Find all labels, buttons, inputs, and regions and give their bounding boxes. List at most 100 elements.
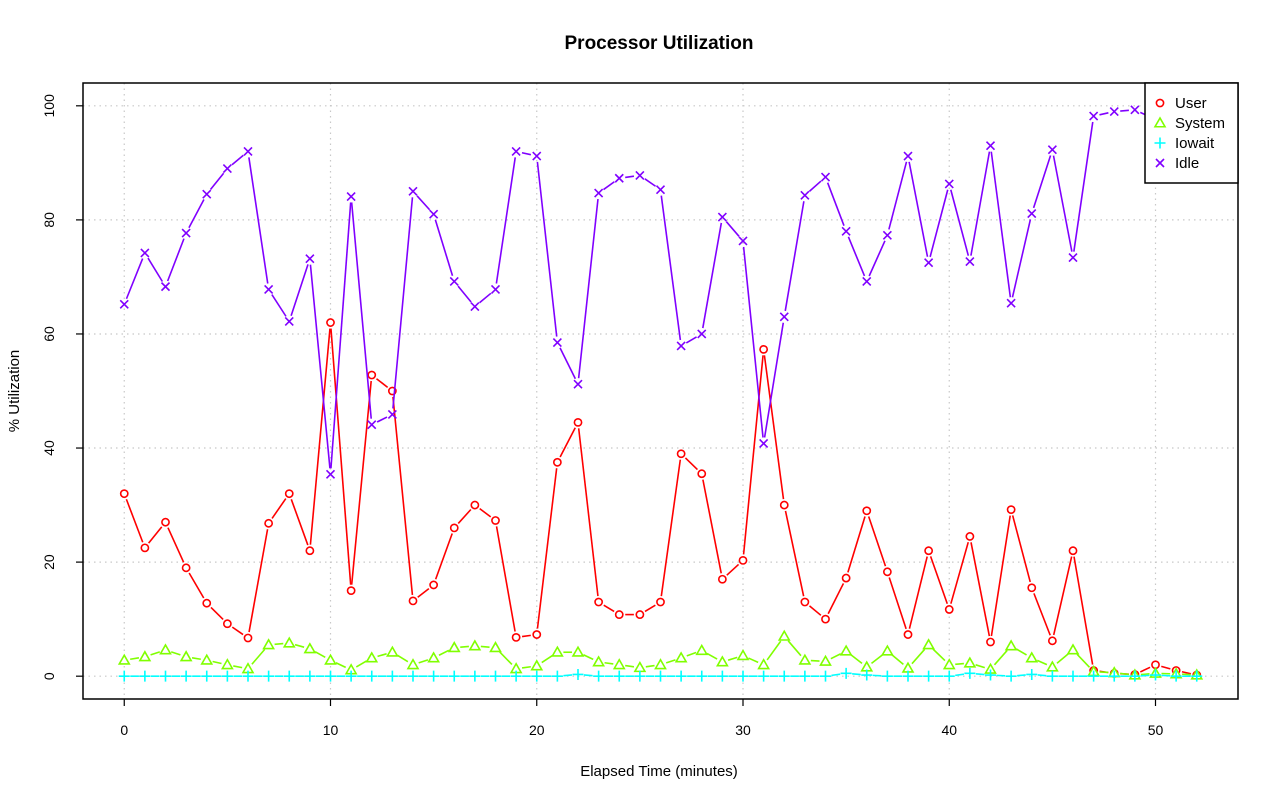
series-idle-point [264,284,274,295]
x-tick-label: 30 [735,722,751,738]
series-user-point [759,344,769,354]
series-system-point [757,658,771,670]
series-iowait-point [778,670,790,682]
series-system-point [654,658,667,670]
series-idle-point [1068,252,1078,263]
series-user-point [181,563,191,573]
series-user-segment [970,542,991,637]
series-idle-segment [521,151,532,156]
x-tick-label: 20 [529,722,545,738]
series-iowait-point [160,670,171,682]
series-idle-segment [330,202,352,469]
series-idle [119,103,1202,479]
series-system-segment [604,661,614,665]
series-system-point [571,645,585,657]
legend-entry-user: User [1155,95,1207,112]
series-system-point [839,644,853,656]
series-idle-point [635,170,645,180]
series-idle-segment [457,285,472,303]
series-idle-point [924,258,934,268]
series-user-point [635,610,645,619]
series-system-point [200,653,214,665]
series-user-point [367,370,377,380]
legend-label-iowait: Iowait [1175,135,1215,152]
series-system-point [942,658,956,670]
series-idle-point [1047,145,1057,155]
series-user-segment [536,468,558,629]
series-system-point [447,641,461,653]
series-idle-segment [1011,219,1032,298]
series-system-segment [314,651,326,659]
series-system-segment [438,649,450,656]
series-user-point [470,500,480,510]
series-idle-point [367,420,377,430]
series-iowait-point [1067,670,1079,682]
series-user-point [1047,636,1057,646]
series-user-point [284,489,294,499]
series-idle-point [222,163,232,174]
series-idle-segment [495,157,517,284]
series-user-segment [148,526,163,544]
series-user-point [986,637,995,647]
series-system-segment [727,656,738,661]
series-iowait-point [366,670,378,682]
series-iowait-point [1005,670,1017,682]
series-idle-point [160,282,171,292]
series-user-segment [990,515,1011,637]
series-user-point [491,516,500,525]
series-iowait-segment [955,673,965,677]
series-iowait-point [551,670,563,682]
series-user-segment [1073,556,1094,665]
series-idle-point [1006,298,1016,308]
series-system-segment [787,640,802,657]
series-idle-segment [1073,121,1094,252]
series-system-point [736,649,750,661]
series-system-segment [1036,659,1048,666]
series-system-segment [233,665,243,669]
y-tick-label: 40 [41,440,57,456]
series-user-segment [376,378,389,388]
series-iowait-point [613,670,625,682]
legend-marker-system [1153,116,1167,128]
series-system-segment [521,665,531,669]
series-user-segment [167,527,185,563]
series-user-point [264,518,274,528]
series-idle-segment [763,322,785,438]
series-idle-point [449,276,459,287]
series-iowait-point [943,670,955,682]
series-iowait-point [840,667,852,679]
series-system-segment [150,651,161,656]
series-idle-segment [309,264,331,469]
series-user-point [944,605,954,614]
series-idle-segment [847,236,866,277]
series-idle-point [779,312,789,322]
series-user-point [552,457,562,467]
series-system-point [674,651,688,663]
series-idle-point [841,226,851,236]
series-user-point [202,598,212,608]
series-iowait-point [758,670,770,682]
series-idle-point [243,146,253,157]
series-idle-segment [742,246,764,438]
series-user-segment [290,499,309,546]
series-system-point [365,651,379,663]
series-system-segment [975,664,985,669]
series-idle-segment [603,181,615,191]
series-iowait-point [448,670,460,682]
series-idle-segment [685,336,697,344]
x-tick-label: 40 [941,722,957,738]
series-system-segment [397,654,409,663]
series-system-segment [686,651,697,657]
series-iowait-point [1026,668,1038,680]
series-iowait-point [923,670,935,682]
series-system-point [880,644,894,656]
series-iowait-point [201,670,213,682]
series-idle-point [676,341,686,351]
series-system-point [138,650,152,662]
series-system-point [550,645,564,657]
series-system-point [406,658,420,670]
series-user-point [532,630,542,639]
series-system-segment [625,664,635,668]
legend-marker-idle [1155,158,1165,168]
